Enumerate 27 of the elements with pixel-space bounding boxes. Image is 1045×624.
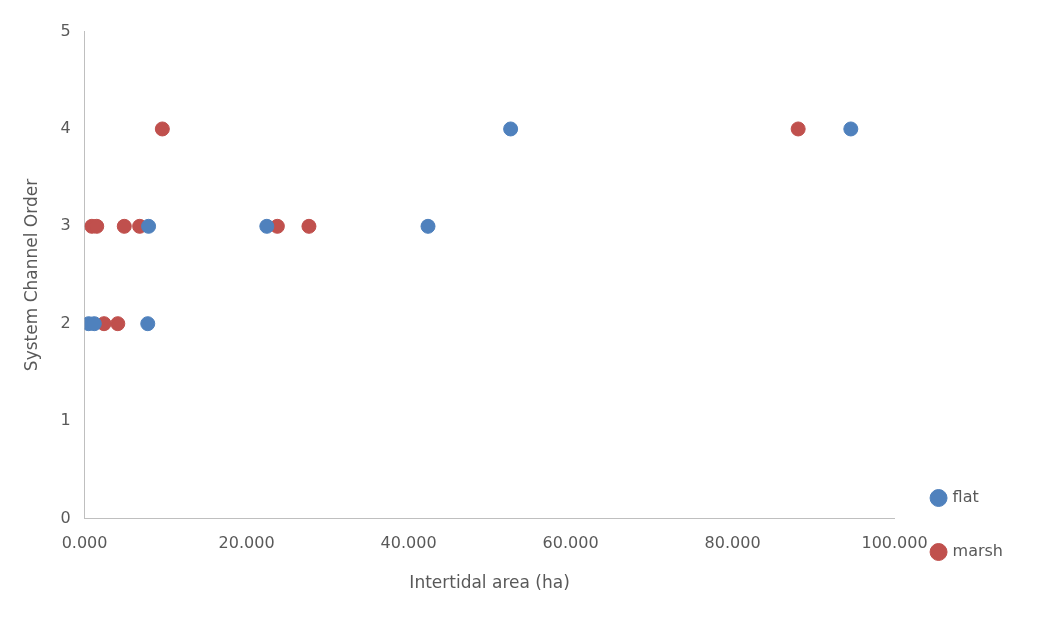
y-tick-label: 0 xyxy=(60,507,71,527)
x-tick-label: 80.000 xyxy=(704,533,761,553)
point xyxy=(140,316,156,332)
point xyxy=(503,121,519,137)
y-tick-label: 4 xyxy=(60,118,71,138)
x-tick-label: 60.000 xyxy=(542,533,599,553)
y-tick-label: 5 xyxy=(60,20,71,40)
x-tick-label: 0.000 xyxy=(61,533,108,553)
point xyxy=(116,218,132,234)
point xyxy=(843,121,859,137)
x-axis-title: Intertidal area (ha) xyxy=(409,572,570,593)
point xyxy=(301,218,317,234)
x-tick-label: 40.000 xyxy=(380,533,437,553)
y-tick-label: 3 xyxy=(60,215,71,235)
legend-label: marsh xyxy=(952,541,1004,561)
x-tick-label: 100.000 xyxy=(861,533,928,553)
y-tick-label: 2 xyxy=(60,312,71,332)
point xyxy=(790,121,806,137)
point xyxy=(110,316,126,332)
point xyxy=(259,218,275,234)
y-tick-label: 1 xyxy=(60,410,71,430)
point xyxy=(141,218,157,234)
point xyxy=(154,121,170,137)
x-tick-label: 20.000 xyxy=(218,533,275,553)
legend-label: flat xyxy=(952,487,979,507)
y-axis-title: System Channel Order xyxy=(20,178,41,372)
point xyxy=(420,218,436,234)
